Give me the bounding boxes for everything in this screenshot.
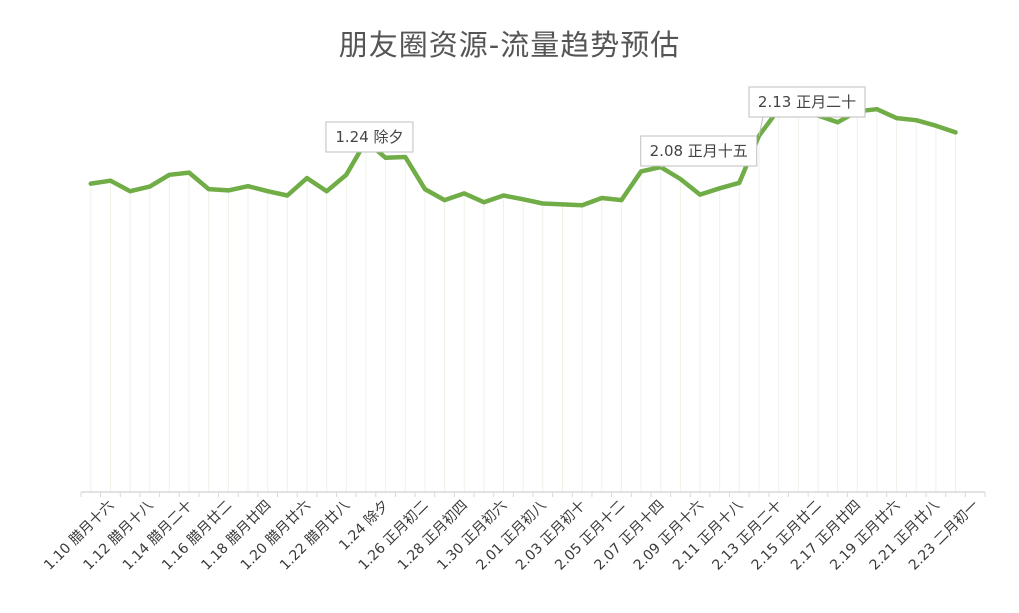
x-tick-label: 2.03 正月初十 [512, 497, 589, 574]
callout: 2.08 正月十五 [640, 135, 758, 168]
gridlines [90, 104, 957, 492]
callout-box [325, 121, 414, 153]
data-point [521, 197, 526, 202]
callout-label: 1.24 除夕 [335, 128, 403, 146]
callout: 1.24 除夕 [325, 121, 414, 153]
data-point [540, 201, 545, 206]
data-point [246, 184, 251, 189]
series-line-group [88, 102, 958, 208]
data-point [187, 170, 192, 175]
data-point [383, 155, 388, 160]
x-tick-label: 1.30 正月初六 [434, 497, 511, 574]
data-point [914, 118, 919, 123]
data-point [933, 123, 938, 128]
data-point [717, 186, 722, 191]
data-point [442, 198, 447, 203]
data-point [305, 176, 309, 181]
data-point [835, 120, 840, 125]
data-point [599, 196, 604, 201]
data-point [206, 187, 211, 192]
callout-box [640, 135, 758, 167]
data-point [894, 116, 899, 121]
data-point [88, 181, 93, 186]
data-point [501, 193, 506, 198]
data-point [619, 198, 624, 203]
data-point [560, 202, 565, 207]
data-point [403, 154, 408, 159]
data-point [344, 172, 349, 177]
chart-title: 朋友圈资源-流量趋势预估 [338, 28, 681, 62]
data-point [678, 176, 683, 181]
series-line [88, 102, 958, 208]
x-tick-label: 1.26 正月初二 [355, 497, 432, 574]
data-point [167, 172, 172, 177]
data-point [265, 189, 270, 194]
callout-label: 2.08 正月十五 [650, 142, 748, 160]
x-tick-label: 2.23 二月初一 [905, 497, 982, 574]
callout: 2.13 正月二十 [748, 86, 866, 136]
data-point [128, 189, 133, 194]
data-point [639, 169, 644, 174]
data-point [422, 187, 427, 192]
data-point [874, 107, 879, 112]
callouts: 1.24 除夕 2.08 正月十五 2.13 正月二十 [325, 86, 866, 168]
data-point [481, 200, 486, 205]
data-point [737, 180, 742, 185]
callout-label: 2.13 正月二十 [758, 93, 856, 111]
callout-box [748, 86, 866, 118]
data-point [462, 191, 467, 196]
data-point [953, 130, 958, 135]
data-point [226, 188, 231, 193]
data-point [580, 203, 585, 208]
x-tick-label: 2.01 正月初八 [473, 497, 550, 574]
data-point [698, 192, 703, 197]
data-point [285, 193, 290, 198]
data-point [147, 184, 152, 189]
x-axis [80, 491, 986, 497]
callout-leader [758, 116, 764, 136]
data-point [108, 178, 113, 183]
x-tick-label: 1.28 正月初四 [394, 497, 471, 574]
data-point [324, 189, 329, 194]
